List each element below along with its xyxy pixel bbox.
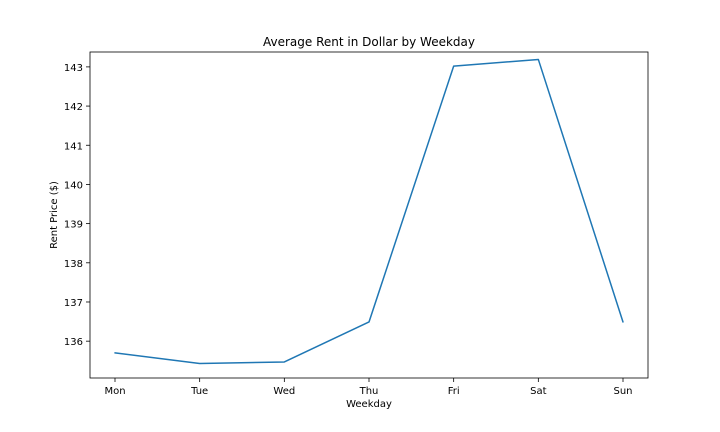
- y-tick-label: 136: [64, 337, 83, 348]
- y-tick-label: 138: [64, 259, 83, 270]
- chart-title: Average Rent in Dollar by Weekday: [263, 35, 475, 49]
- x-tick-label: Fri: [448, 386, 460, 397]
- y-tick-label: 137: [64, 298, 83, 309]
- y-tick-label: 140: [64, 180, 83, 191]
- x-tick-label: Wed: [273, 386, 295, 397]
- x-tick-label: Sun: [613, 386, 632, 397]
- x-tick-label: Sat: [530, 386, 546, 397]
- y-tick-label: 141: [64, 141, 83, 152]
- plot-area-frame: [89, 51, 649, 379]
- y-tick-label: 142: [64, 102, 83, 113]
- y-tick-label: 139: [64, 220, 83, 231]
- x-tick-label: Tue: [190, 386, 208, 397]
- y-tick-label: 143: [64, 63, 83, 74]
- x-axis-ticks: Mon Tue Wed Thu Fri Sat Sun: [104, 378, 633, 397]
- x-axis-label: Weekday: [346, 399, 392, 410]
- rent-price-line: [114, 58, 624, 365]
- y-axis-label: Rent Price ($): [49, 181, 60, 249]
- x-tick-label: Mon: [104, 386, 125, 397]
- y-axis-ticks: 136 137 138 139 140 141 142 143: [64, 63, 90, 348]
- x-tick-label: Thu: [359, 386, 379, 397]
